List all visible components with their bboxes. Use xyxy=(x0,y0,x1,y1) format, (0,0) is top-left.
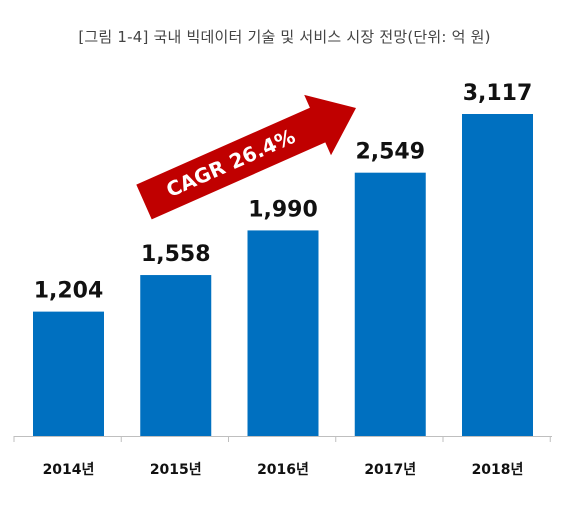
bar-value-label-3: 2,549 xyxy=(355,140,425,165)
bar-value-label-4: 3,117 xyxy=(463,81,533,106)
bar-0 xyxy=(33,311,104,436)
bar-1 xyxy=(140,275,212,436)
bar-4 xyxy=(462,114,533,436)
chart-title: [그림 1-4] 국내 빅데이터 기술 및 서비스 시장 전망(단위: 억 원) xyxy=(78,28,491,46)
x-axis-ticks xyxy=(13,436,551,442)
bar-2 xyxy=(247,230,319,436)
bars-layer: 1,204 1,558 1,990 2,549 3,117 xyxy=(33,81,533,436)
x-tick-label-4: 2018년 xyxy=(472,462,524,478)
x-tick-label-2: 2016년 xyxy=(257,462,309,478)
bar-3 xyxy=(354,172,426,436)
x-tick-label-3: 2017년 xyxy=(364,462,416,478)
x-tick-label-1: 2015년 xyxy=(150,462,202,478)
cagr-arrow-shape xyxy=(136,94,356,220)
x-axis-labels: 2014년 2015년 2016년 2017년 2018년 xyxy=(43,462,524,478)
bar-value-label-2: 1,990 xyxy=(248,197,318,222)
x-tick-label-0: 2014년 xyxy=(43,462,95,478)
bar-value-label-1: 1,558 xyxy=(141,242,211,267)
bar-value-label-0: 1,204 xyxy=(34,279,104,304)
cagr-arrow: CAGR 26.4% xyxy=(136,94,356,220)
